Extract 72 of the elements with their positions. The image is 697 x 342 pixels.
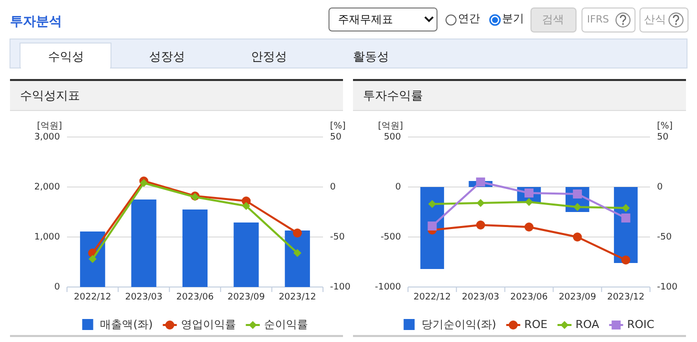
text: 활동성	[353, 49, 389, 64]
text: 산식	[644, 13, 666, 26]
y-tick-label: -1000	[374, 282, 402, 292]
legend-label: ROIC	[627, 318, 655, 332]
bar	[131, 200, 156, 287]
y-tick-label: 500	[384, 132, 402, 142]
y2-tick-label: -100	[657, 282, 678, 292]
y-tick-label: 2,000	[34, 182, 60, 192]
text: 투자분석	[10, 14, 62, 30]
point	[525, 198, 533, 206]
legend-label: 영업이익률	[180, 318, 236, 332]
legend-label: 당기순이익(좌)	[422, 318, 496, 332]
point	[88, 255, 97, 263]
text: 분기	[502, 12, 524, 26]
text: 성장성	[149, 49, 185, 64]
text: 수익성	[48, 49, 84, 64]
y-tick-label: 3,000	[34, 132, 60, 142]
legend-label: 매출액(좌)	[100, 318, 153, 332]
x-tick-label: 2023/03	[462, 292, 500, 302]
y2-axis-title: [%]	[330, 121, 346, 132]
text: 연간	[458, 12, 480, 26]
y2-tick-label: 50	[330, 132, 342, 142]
point	[476, 178, 486, 186]
point	[476, 199, 485, 207]
x-tick-label: 2023/06	[510, 292, 548, 302]
y2-tick-label: 0	[657, 182, 663, 192]
y2-tick-label: 0	[330, 182, 336, 192]
point	[428, 200, 436, 208]
x-tick-label: 2023/12	[607, 292, 644, 302]
text: 안정성	[251, 49, 287, 64]
y-axis-title: [억원]	[37, 121, 62, 132]
x-tick-label: 2022/12	[74, 292, 112, 302]
x-tick-label: 2023/09	[228, 292, 266, 302]
x-tick-label: 2022/12	[414, 292, 451, 302]
y-tick-label: 0	[395, 182, 402, 192]
y2-tick-label: -100	[330, 282, 351, 292]
point	[622, 204, 630, 212]
point	[621, 256, 630, 264]
point	[293, 249, 302, 257]
point	[428, 222, 437, 230]
chart-title: 투자수익률	[363, 88, 423, 102]
point	[476, 220, 486, 230]
legend-label: ROE	[524, 318, 548, 332]
y2-tick-label: -50	[657, 232, 672, 242]
bar	[284, 230, 310, 287]
text: 검색	[542, 13, 564, 26]
point	[524, 222, 534, 232]
x-tick-label: 2023/03	[125, 292, 162, 302]
y2-tick-label: -50	[330, 232, 345, 242]
y2-tick-label: 50	[657, 132, 669, 142]
y-axis-title: [억원]	[378, 121, 404, 132]
text: 주재무제표	[338, 13, 393, 26]
point	[573, 203, 582, 211]
point	[292, 228, 302, 238]
bar	[234, 222, 259, 287]
chart-title: 수익성지표	[20, 88, 80, 102]
y-tick-label: 0	[54, 282, 60, 292]
point	[242, 202, 250, 210]
point	[572, 232, 582, 242]
y-tick-label: 1,000	[34, 232, 60, 242]
point	[572, 190, 582, 198]
x-tick-label: 2023/06	[176, 292, 214, 302]
x-tick-label: 2023/12	[278, 292, 316, 302]
y-tick-label: -500	[380, 232, 402, 242]
point	[140, 179, 148, 187]
legend-label: 순이익률	[264, 318, 308, 332]
bar	[182, 210, 208, 287]
text: IFRS	[587, 14, 609, 26]
y2-axis-title: [%]	[657, 121, 673, 132]
point	[621, 214, 630, 222]
legend-label: ROA	[575, 318, 600, 332]
x-tick-label: 2023/09	[558, 292, 596, 302]
